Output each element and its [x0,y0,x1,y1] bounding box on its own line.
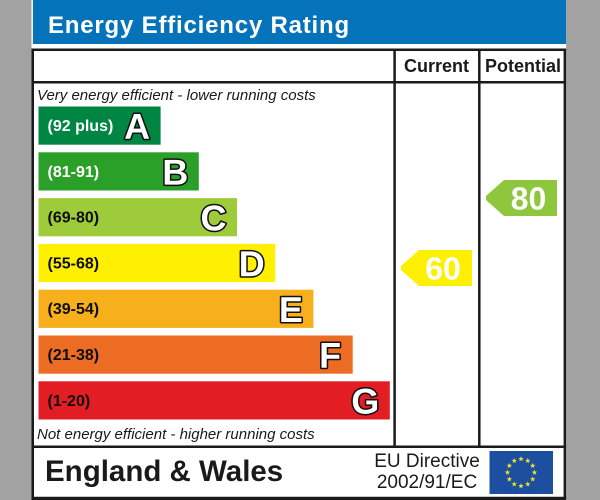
svg-text:(55-68): (55-68) [48,255,100,272]
svg-text:(39-54): (39-54) [48,301,100,318]
svg-text:Current: Current [404,56,469,76]
svg-text:EU Directive: EU Directive [374,451,480,472]
svg-text:(81-91): (81-91) [48,164,100,181]
svg-text:Not energy efficient - higher: Not energy efficient - higher running co… [37,426,315,443]
svg-text:2002/91/EC: 2002/91/EC [377,472,477,493]
svg-text:(69-80): (69-80) [48,210,100,227]
svg-text:(21-38): (21-38) [48,347,100,364]
svg-text:(92 plus): (92 plus) [48,118,114,135]
svg-text:England & Wales: England & Wales [45,455,283,488]
svg-text:Energy Efficiency Rating: Energy Efficiency Rating [48,12,350,39]
svg-text:Very energy efficient - lower: Very energy efficient - lower running co… [37,87,316,104]
svg-text:(1-20): (1-20) [48,393,91,410]
svg-text:Potential: Potential [485,56,561,76]
